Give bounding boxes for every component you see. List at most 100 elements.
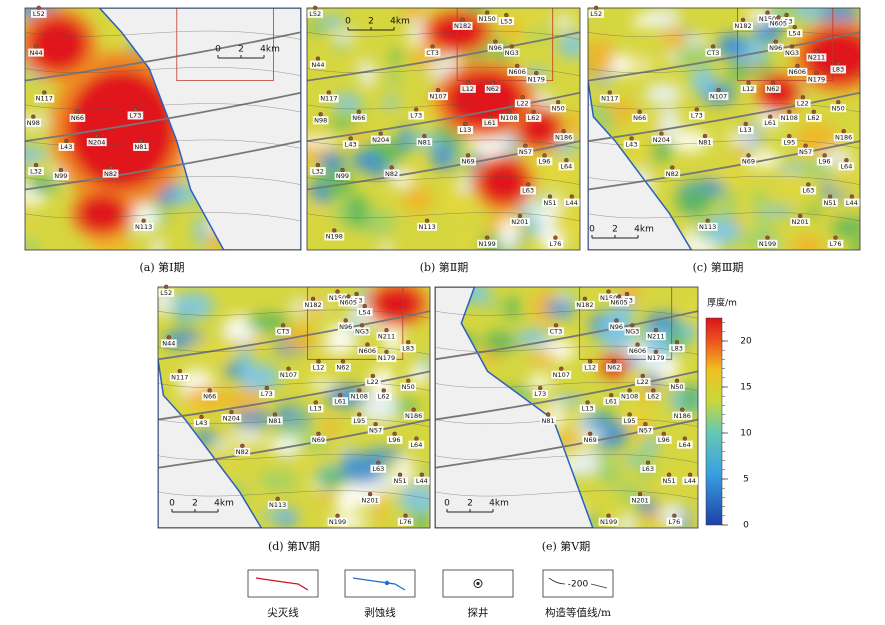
well-label-box [844, 198, 860, 207]
well-label-box [133, 222, 154, 231]
thickness-blob [351, 150, 382, 171]
well-label-box [477, 239, 498, 248]
well-label: L62 [808, 114, 820, 122]
well-label: L73 [534, 390, 546, 398]
thickness-blob [555, 430, 583, 445]
well-label-box [762, 118, 779, 127]
well-label-box [86, 138, 107, 147]
well-label: L73 [410, 112, 422, 120]
well-label-box [351, 416, 368, 425]
thickness-blob [379, 242, 393, 250]
well-label-box [553, 133, 574, 142]
well-label: L22 [367, 378, 379, 386]
well-label-box [666, 517, 683, 526]
thickness-blob [564, 112, 580, 135]
thickness-blob [477, 299, 505, 312]
well-label: N150 [600, 294, 617, 302]
well-label: N62 [607, 364, 620, 372]
thickness-blob [400, 8, 426, 21]
well-label: L62 [528, 114, 540, 122]
thickness-blob [359, 397, 401, 424]
well-label: L96 [539, 158, 551, 166]
well-label: N50 [670, 383, 683, 391]
well-label: NG3 [505, 49, 519, 57]
well-label: L43 [60, 143, 72, 151]
well-label: L52 [590, 10, 602, 18]
thickness-blob [553, 15, 574, 30]
well-label-box [457, 126, 474, 134]
legend-well-inner [476, 581, 480, 586]
contour [25, 67, 301, 77]
well-label-box [367, 426, 384, 435]
well-label-box [806, 75, 827, 84]
well-label-box [335, 363, 351, 372]
hot-core [77, 193, 128, 234]
well-label-box [28, 48, 44, 57]
well-label: N96 [769, 44, 782, 52]
well-label: N605 [770, 20, 787, 28]
well-label: N57 [639, 426, 652, 434]
well-label: L63 [522, 187, 534, 195]
well-label: N605 [340, 299, 357, 307]
well-label-box [740, 157, 757, 166]
well-label: L76 [549, 240, 561, 248]
well-label: N44 [162, 340, 175, 348]
well-label: N107 [429, 92, 446, 100]
thickness-blob [224, 388, 264, 413]
thickness-blob [327, 118, 357, 129]
well-label-box [689, 111, 705, 120]
fault-line [588, 140, 860, 191]
legend-erosion [352, 577, 406, 591]
well-label-box [376, 353, 397, 362]
scale-label: 0 [345, 17, 351, 27]
legend-box [344, 569, 416, 598]
well-label: L12 [313, 364, 325, 372]
well-label-box [697, 138, 713, 147]
well-label: L43 [196, 419, 208, 427]
well-label-box [275, 327, 291, 336]
well-label-box [768, 19, 789, 28]
well-label: N199 [479, 240, 496, 248]
well-label: L83 [832, 66, 844, 74]
well-label-box [661, 476, 677, 485]
well-label-box [784, 48, 800, 57]
thickness-blob [454, 232, 477, 244]
contour [158, 309, 430, 319]
well-label-box [417, 222, 438, 231]
well-label-box [349, 392, 370, 401]
well-label: N179 [378, 354, 395, 362]
well-label-box [332, 397, 349, 406]
block-boundary [307, 287, 404, 360]
thickness-blob [819, 8, 860, 25]
well-label: N199 [759, 240, 776, 248]
thickness-blob [25, 223, 36, 239]
well-label-box [460, 157, 476, 166]
well-label-box [598, 293, 619, 302]
thickness-blob [307, 22, 323, 34]
thickness-blob [229, 430, 266, 443]
well-label: N179 [528, 75, 545, 83]
well-label: L64 [410, 441, 422, 449]
well-label-box [312, 116, 329, 125]
fault-line [25, 31, 301, 82]
well-label: N51 [394, 477, 407, 485]
thickness-blob [570, 447, 600, 477]
thickness-blob [690, 67, 717, 95]
well-label-box [838, 162, 855, 171]
well-label: N81 [542, 417, 555, 425]
well-label-box [525, 113, 542, 122]
scale-label: 0 [215, 45, 221, 55]
well-label-box [503, 48, 520, 57]
well-label: L63 [802, 187, 814, 195]
well-label-box [640, 464, 656, 473]
well-label: N117 [36, 95, 53, 103]
scale-label: 0 [589, 225, 595, 235]
well-label-box [25, 118, 42, 127]
well-label: L96 [389, 436, 401, 444]
thickness-blob [209, 333, 234, 360]
well-label-box [460, 84, 476, 93]
well-label: L44 [684, 477, 696, 485]
thickness-blob [365, 448, 405, 461]
thickness-blob [716, 33, 748, 59]
